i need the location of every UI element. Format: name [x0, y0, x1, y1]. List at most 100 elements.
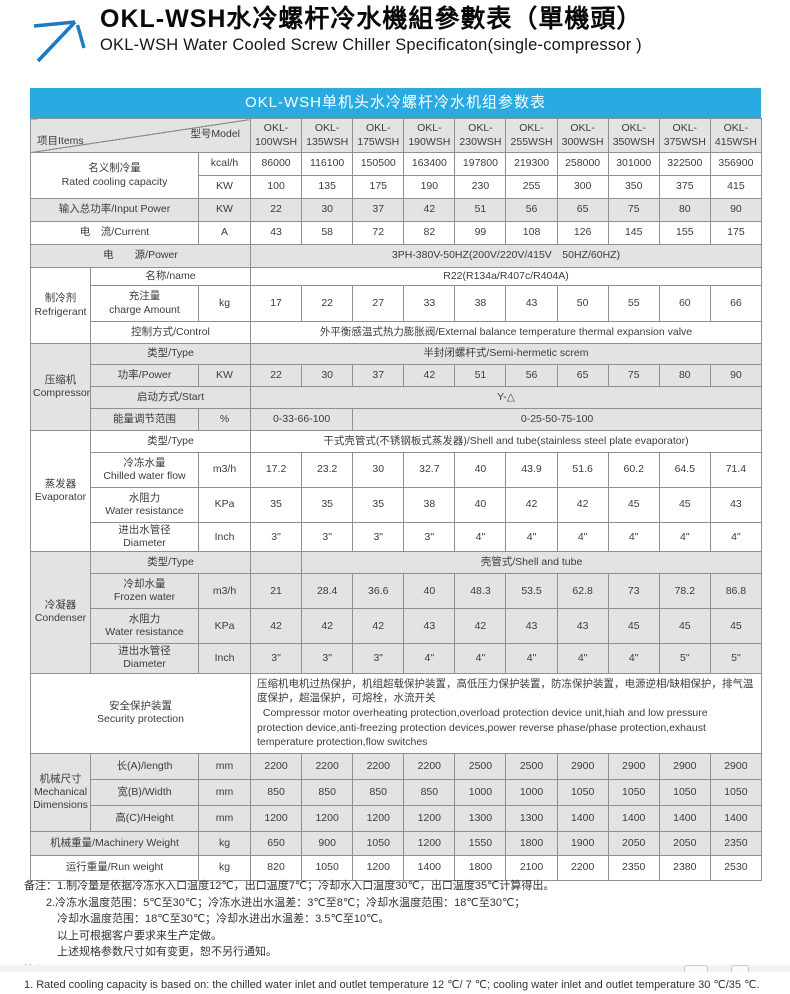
value-cell: 2200 — [250, 752, 303, 780]
value-cell: 干式壳管式(不锈钢板式蒸发器)/Shell and tube(stainless… — [250, 430, 762, 453]
value-cell: 1400 — [403, 854, 456, 881]
value-cell: 1200 — [301, 804, 354, 832]
value-cell: 2100 — [505, 854, 558, 881]
value-cell: 42 — [250, 608, 303, 645]
value-cell: 5" — [709, 643, 762, 674]
value-cell: 4" — [556, 521, 609, 553]
row-label: 冷却水量 Frozen water — [90, 573, 199, 610]
row-label: 类型/Type — [89, 430, 252, 453]
value-cell: 17 — [250, 285, 303, 322]
value-cell: 51.6 — [556, 452, 609, 488]
value-cell: 1300 — [454, 804, 507, 832]
value-cell: 350 — [607, 175, 660, 199]
row-label: 运行重量/Run weight — [30, 854, 199, 881]
value-cell: 4" — [454, 521, 507, 553]
value-cell: 60.2 — [607, 452, 660, 488]
value-cell: 51 — [454, 364, 507, 387]
unit-cell: KPa — [197, 487, 252, 523]
value-cell: 230 — [454, 175, 507, 199]
value-cell: 71.4 — [709, 452, 762, 488]
value-cell: 53.5 — [505, 573, 558, 610]
value-cell: 58 — [301, 221, 354, 245]
value-cell: 42 — [505, 487, 558, 523]
value-cell: 80 — [658, 198, 711, 222]
row-label: 水阻力 Water resistance — [90, 608, 199, 645]
unit-cell: Inch — [197, 643, 252, 674]
value-cell: 1050 — [607, 778, 660, 806]
row-label: 宽(B)/Width — [90, 778, 199, 806]
value-cell: 0-33-66-100 — [250, 408, 354, 431]
value-cell: 850 — [301, 778, 354, 806]
value-cell: 75 — [607, 364, 660, 387]
unit-cell: kg — [197, 285, 252, 322]
value-cell: 45 — [607, 487, 660, 523]
value-cell: 2050 — [607, 830, 660, 856]
row-label: 电 流/Current — [30, 221, 199, 245]
value-cell: 40 — [454, 452, 507, 488]
value-cell: 415 — [709, 175, 762, 199]
value-cell: 2500 — [454, 752, 507, 780]
value-cell: 27 — [352, 285, 405, 322]
value-cell: 1800 — [454, 854, 507, 881]
model-col-header: OKL- 100WSH — [250, 118, 303, 153]
value-cell: 3" — [250, 643, 303, 674]
unit-cell: KW — [197, 175, 252, 199]
row-label: 控制方式/Control — [89, 321, 252, 344]
arrow-up-right-icon — [26, 8, 90, 64]
value-cell: 2200 — [301, 752, 354, 780]
value-cell: 3" — [352, 521, 405, 553]
value-cell: 2530 — [709, 854, 762, 881]
value-cell: 55 — [607, 285, 660, 322]
value-cell: 86.8 — [709, 573, 762, 610]
unit-cell: m3/h — [197, 452, 252, 488]
value-cell: 1200 — [250, 804, 303, 832]
note-line: 备注：1.制冷量是依据冷冻水入口温度12℃，出口温度7℃；冷却水入口温度30℃，… — [24, 880, 555, 892]
value-cell: 86000 — [250, 152, 303, 176]
value-cell: 22 — [250, 364, 303, 387]
value-cell: 301000 — [607, 152, 660, 176]
value-cell: 1200 — [352, 804, 405, 832]
value-cell: 22 — [301, 285, 354, 322]
value-cell: 1200 — [403, 804, 456, 832]
value-cell: 2350 — [709, 830, 762, 856]
value-cell: 175 — [352, 175, 405, 199]
value-cell: 45 — [607, 608, 660, 645]
value-cell: 1900 — [556, 830, 609, 856]
model-col-header: OKL- 300WSH — [556, 118, 609, 153]
value-cell: 219300 — [505, 152, 558, 176]
value-cell: 32.7 — [403, 452, 456, 488]
row-label: 功率/Power — [90, 364, 199, 387]
row-label: 名称/name — [89, 267, 252, 286]
section-label: 制冷剂 Refrigerant — [30, 267, 91, 344]
unit-cell: % — [197, 408, 252, 431]
value-cell: 43.9 — [505, 452, 558, 488]
value-cell: 66 — [709, 285, 762, 322]
value-cell: 65 — [556, 364, 609, 387]
row-label: 启动方式/Start — [89, 386, 252, 409]
value-cell: 42 — [403, 364, 456, 387]
value-cell: 900 — [301, 830, 354, 856]
value-cell: 163400 — [403, 152, 456, 176]
page-title: OKL-WSH水冷螺杆冷水機組參數表（單機頭） — [100, 5, 643, 33]
value-cell: 155 — [658, 221, 711, 245]
value-cell: 135 — [301, 175, 354, 199]
value-cell: 258000 — [556, 152, 609, 176]
row-label: 类型/Type — [89, 551, 252, 575]
value-cell: 56 — [505, 198, 558, 222]
section-label: 机械尺寸 Mechanical Dimensions — [30, 752, 91, 832]
table-title-bar: OKL-WSH单机头水冷螺杆冷水机组参数表 — [30, 88, 761, 118]
unit-cell: mm — [197, 778, 252, 806]
value-cell: 2900 — [607, 752, 660, 780]
value-cell: 1050 — [352, 830, 405, 856]
page-subtitle: OKL-WSH Water Cooled Screw Chiller Speci… — [100, 36, 642, 55]
row-label: 高(C)/Height — [90, 804, 199, 832]
value-cell: 壳管式/Shell and tube — [301, 551, 762, 575]
value-cell: 43 — [250, 221, 303, 245]
unit-cell: kg — [197, 830, 252, 856]
spec-table: 项目Items 型号Model OKL- 100WSH OKL- 135WSH OKL-… — [29, 118, 762, 881]
value-cell: 1400 — [556, 804, 609, 832]
value-cell: 1800 — [505, 830, 558, 856]
value-cell: 37 — [352, 364, 405, 387]
row-label: 水阻力 Water resistance — [90, 487, 199, 523]
model-col-header: OKL- 415WSH — [709, 118, 762, 153]
